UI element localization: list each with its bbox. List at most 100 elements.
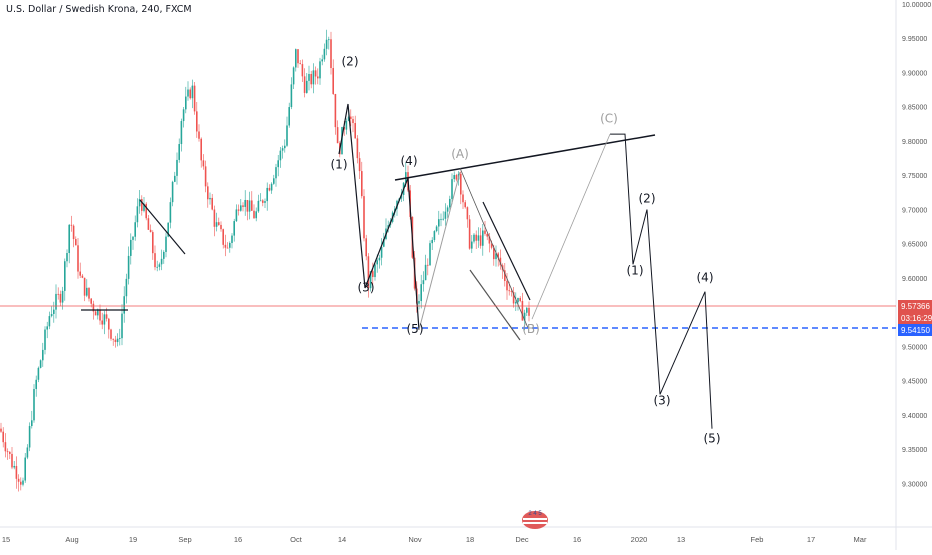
time-tick-label: 18 bbox=[466, 535, 474, 544]
candle-body bbox=[466, 207, 469, 220]
candle-body bbox=[90, 298, 92, 304]
candle-body bbox=[72, 225, 75, 240]
candle-body bbox=[46, 326, 48, 330]
candle-body bbox=[323, 48, 326, 60]
wave-label: (4) bbox=[697, 270, 714, 284]
trendline-aug-sep bbox=[139, 199, 186, 255]
candle-body bbox=[147, 218, 150, 230]
candle-body bbox=[213, 209, 216, 227]
candle-body bbox=[356, 138, 359, 159]
candle-body bbox=[20, 481, 22, 485]
candle-body bbox=[321, 59, 323, 62]
price-tick-label: 9.65000 bbox=[902, 242, 927, 249]
candle-body bbox=[22, 480, 24, 485]
trendline-A-B bbox=[459, 167, 529, 329]
wave-label: (2) bbox=[639, 192, 656, 206]
candle-body bbox=[449, 198, 451, 208]
candle-body bbox=[143, 203, 145, 211]
current-price-value: 9.57366 bbox=[901, 302, 930, 311]
wave-correction-a bbox=[418, 171, 461, 331]
wave-label: (3) bbox=[654, 394, 671, 408]
price-tick-label: 9.80000 bbox=[902, 139, 927, 146]
candle-body bbox=[429, 243, 431, 266]
price-tick-label: 9.95000 bbox=[902, 36, 927, 43]
price-tick-label: 9.40000 bbox=[902, 413, 927, 420]
candle-body bbox=[94, 311, 97, 316]
trend-lines bbox=[81, 134, 656, 341]
candle-body bbox=[180, 121, 183, 145]
candle-body bbox=[473, 234, 475, 242]
candle-body bbox=[130, 239, 132, 256]
candle-body bbox=[325, 39, 328, 49]
time-tick-label: Sep bbox=[178, 535, 191, 544]
candle-body bbox=[37, 367, 40, 380]
candle-body bbox=[138, 199, 141, 207]
candle-body bbox=[154, 253, 156, 268]
candle-body bbox=[319, 61, 321, 79]
candle-body bbox=[314, 70, 317, 77]
candle-body bbox=[460, 173, 462, 195]
candle-body bbox=[9, 451, 11, 454]
candle-body bbox=[167, 222, 169, 237]
candle-body bbox=[422, 280, 425, 285]
candle-body bbox=[202, 160, 205, 167]
candle-body bbox=[169, 202, 172, 223]
time-tick-label: 16 bbox=[234, 535, 242, 544]
candle-body bbox=[81, 275, 84, 278]
candle-body bbox=[53, 309, 55, 314]
candle-body bbox=[215, 222, 218, 227]
candle-body bbox=[519, 297, 521, 302]
candle-body bbox=[444, 211, 447, 219]
candle-body bbox=[488, 236, 491, 244]
time-tick-label: Nov bbox=[408, 535, 422, 544]
candle-body bbox=[68, 224, 70, 254]
price-tick-label: 9.35000 bbox=[902, 447, 927, 454]
wave-label: (2) bbox=[342, 55, 359, 69]
time-tick-label: Mar bbox=[854, 535, 867, 544]
candle-body bbox=[233, 221, 235, 236]
candle-body bbox=[504, 270, 506, 281]
candle-body bbox=[59, 293, 62, 303]
candle-body bbox=[336, 127, 339, 144]
price-tick-label: 9.30000 bbox=[902, 481, 927, 488]
candle-body bbox=[334, 93, 337, 128]
candle-body bbox=[442, 218, 444, 220]
candle-body bbox=[119, 338, 121, 339]
time-tick-label: Oct bbox=[290, 535, 303, 544]
candle-body bbox=[255, 211, 257, 219]
support-price-value: 9.54150 bbox=[901, 326, 930, 335]
candle-body bbox=[86, 287, 88, 296]
candle-body bbox=[110, 329, 112, 339]
candle-body bbox=[363, 196, 365, 239]
wave-label: (1) bbox=[331, 157, 348, 171]
candle-body bbox=[178, 144, 180, 160]
candle-body bbox=[286, 125, 288, 146]
candle-body bbox=[365, 238, 367, 257]
candle-body bbox=[512, 291, 515, 304]
candle-body bbox=[378, 257, 381, 261]
candle-body bbox=[244, 199, 246, 207]
candle-body bbox=[424, 264, 427, 281]
candle-body bbox=[301, 64, 304, 77]
candle-body bbox=[246, 199, 249, 212]
candle-body bbox=[176, 159, 178, 176]
candle-body bbox=[200, 138, 202, 161]
chart-title: U.S. Dollar / Swedish Krona, 240, FXCM bbox=[6, 4, 192, 15]
candle-body bbox=[44, 329, 46, 350]
projection-path bbox=[610, 133, 713, 429]
candle-body bbox=[158, 264, 161, 267]
candle-body bbox=[526, 307, 528, 313]
candle-body bbox=[328, 39, 330, 41]
candle-body bbox=[26, 447, 29, 458]
wave-label: (C) bbox=[600, 111, 618, 125]
candle-body bbox=[112, 338, 114, 340]
candle-body bbox=[127, 255, 130, 279]
candle-body bbox=[477, 235, 480, 241]
candle-body bbox=[433, 231, 436, 240]
candle-body bbox=[11, 453, 13, 468]
candle-body bbox=[66, 253, 68, 262]
candle-body bbox=[28, 426, 31, 448]
candle-body bbox=[242, 205, 244, 207]
